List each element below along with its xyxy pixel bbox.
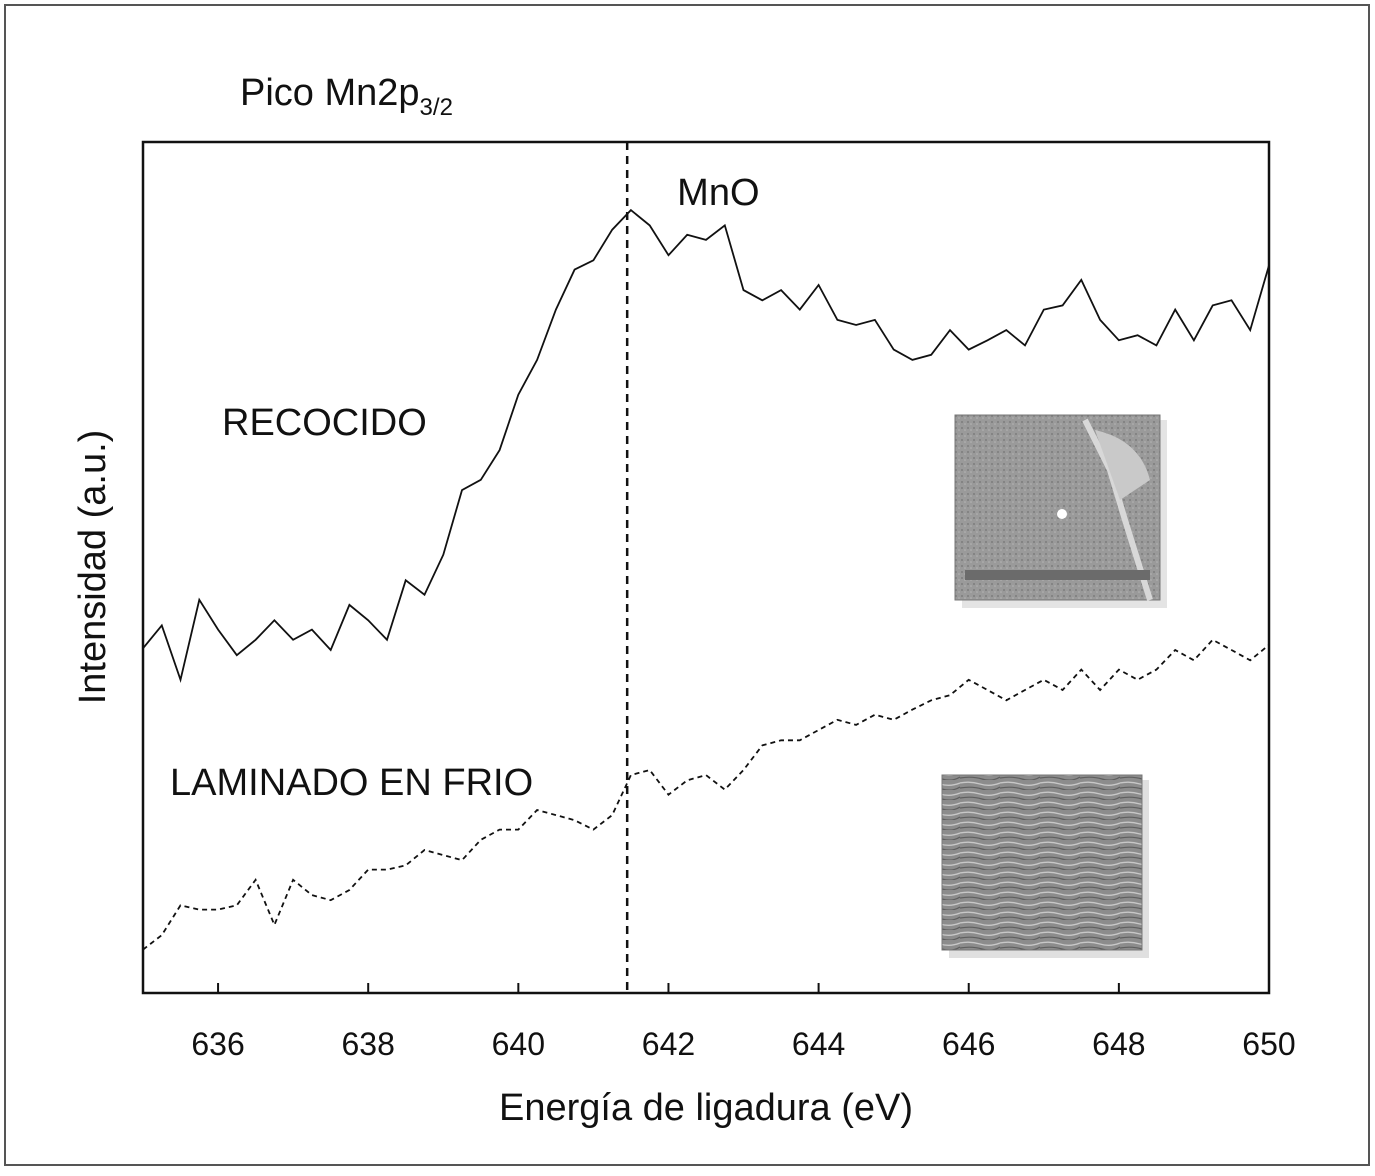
x-tick-label: 648 — [1092, 1026, 1145, 1062]
frame — [4, 4, 1370, 1166]
series-line — [142, 638, 1270, 951]
x-tick-label: 638 — [342, 1026, 395, 1062]
x-tick-label: 646 — [942, 1026, 995, 1062]
series-label: RECOCIDO — [222, 402, 427, 444]
inset-image-cold-rolled — [941, 774, 1149, 958]
inset-image-annealed — [954, 414, 1167, 608]
x-tick-label: 650 — [1242, 1026, 1295, 1062]
x-tick-label: 640 — [492, 1026, 545, 1062]
title-text: Pico Mn2p — [240, 72, 420, 114]
x-tick-label: 644 — [792, 1026, 845, 1062]
x-tick-label: 642 — [642, 1026, 695, 1062]
title-subscript: 3/2 — [420, 94, 453, 121]
x-axis-label: Energía de ligadura (eV) — [499, 1087, 913, 1129]
series-label: LAMINADO EN FRIO — [170, 762, 533, 804]
annotation: MnO — [677, 172, 759, 214]
x-tick-label: 636 — [191, 1026, 244, 1062]
series-line — [142, 208, 1270, 684]
y-axis-label: Intensidad (a.u.) — [72, 430, 114, 705]
chart-title: Pico Mn2p3/2 — [240, 72, 453, 121]
plot-frame — [141, 140, 1271, 995]
